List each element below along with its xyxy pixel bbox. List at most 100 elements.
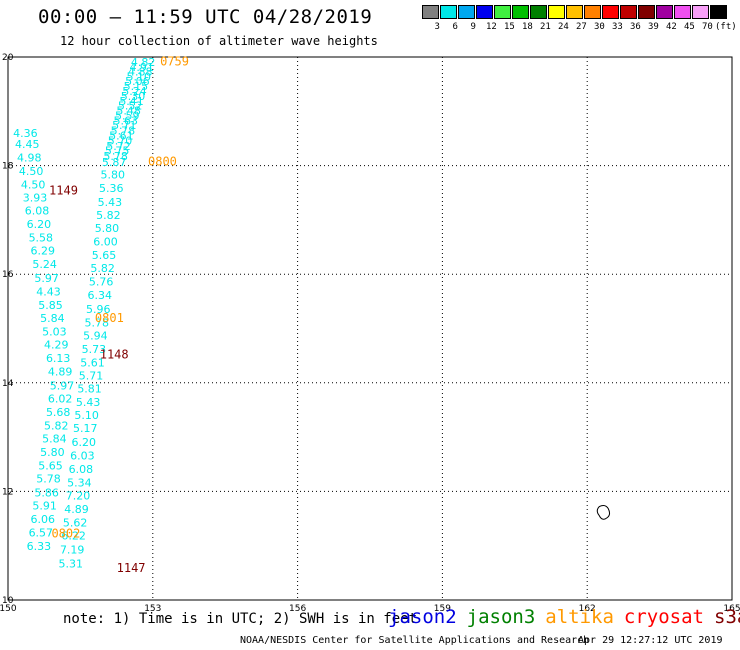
wave-height-value: 5.24 — [122, 85, 147, 98]
legend-swatch — [530, 5, 547, 19]
wave-height-value: 5.59 — [115, 109, 140, 122]
legend-label: 36 — [630, 22, 641, 32]
wave-height-value: 4.89 — [64, 503, 89, 516]
wave-height-value: 4.45 — [15, 138, 40, 151]
x-tick-label: 150 — [0, 604, 17, 614]
satellite-name-s3a: s3a — [714, 606, 740, 628]
wave-height-value: 4.91 — [129, 61, 154, 74]
wave-height-value: 5.15 — [124, 80, 149, 93]
wave-height-value: 5.84 — [42, 433, 67, 446]
wave-height-value: 5.30 — [121, 90, 146, 103]
legend-swatch — [584, 5, 601, 19]
wave-height-value: 4.29 — [44, 339, 69, 352]
wave-height-value: 5.81 — [77, 383, 102, 396]
wave-height-value: 5.78 — [85, 316, 110, 329]
wave-height-value: 5.85 — [38, 299, 63, 312]
wave-height-value: 5.84 — [40, 312, 65, 325]
wave-height-value: 5.48 — [116, 105, 141, 118]
wave-height-value: 5.10 — [127, 70, 152, 83]
legend-swatch — [440, 5, 457, 19]
legend-label: (ft) — [715, 22, 737, 32]
wave-height-value: 6.57 — [29, 526, 54, 539]
pass-time-label: 1148 — [100, 347, 129, 361]
legend-swatch — [692, 5, 709, 19]
y-tick-label: 10 — [2, 596, 14, 606]
units-note: note: 1) Time is in UTC; 2) SWH is in fe… — [63, 611, 418, 627]
legend-swatch — [602, 5, 619, 19]
wave-height-value: 6.00 — [93, 235, 118, 248]
wave-height-value: 4.50 — [21, 178, 46, 191]
wave-height-value: 5.78 — [111, 125, 136, 138]
y-tick-label: 20 — [2, 53, 14, 63]
pass-time-label: 0801 — [95, 311, 124, 325]
wave-height-value: 5.80 — [100, 169, 125, 182]
pass-time-label: 0802 — [51, 527, 80, 541]
legend-swatch — [566, 5, 583, 19]
legend-swatch — [710, 5, 727, 19]
chart-subtitle: 12 hour collection of altimeter wave hei… — [60, 34, 378, 48]
legend-swatch — [422, 5, 439, 19]
legend-label: 15 — [504, 22, 515, 32]
wave-height-value: 5.96 — [86, 303, 111, 316]
wave-height-value: 5.75 — [105, 145, 130, 158]
wave-height-value: 4.36 — [13, 127, 38, 140]
wave-height-value: 5.17 — [73, 422, 98, 435]
wave-height-value: 5.36 — [99, 182, 124, 195]
wave-height-value: 5.82 — [44, 419, 69, 432]
wave-height-value: 5.97 — [34, 272, 59, 285]
wave-height-value: 5.78 — [36, 473, 61, 486]
legend-label: 33 — [612, 22, 623, 32]
wave-height-value: 5.24 — [32, 258, 57, 271]
wave-height-value: 5.76 — [89, 276, 114, 289]
wave-height-value: 7.19 — [60, 543, 85, 556]
wave-height-value: 5.41 — [119, 95, 144, 108]
wave-height-value: 5.80 — [40, 446, 65, 459]
island-outline — [596, 504, 611, 520]
legend-label: 9 — [470, 22, 476, 32]
wave-height-value: 3.93 — [23, 191, 48, 204]
wave-height-value: 6.08 — [69, 463, 94, 476]
legend-label: 18 — [522, 22, 533, 32]
wave-height-value: 5.52 — [118, 100, 143, 113]
wave-height-value: 5.97 — [50, 379, 75, 392]
wave-height-value: 5.43 — [76, 396, 101, 409]
pass-time-label: 1147 — [117, 561, 146, 575]
satellite-legend: jason2 jason3 altika cryosat s3a — [388, 606, 740, 628]
legend-swatch — [476, 5, 493, 19]
wave-height-value: 6.06 — [31, 513, 56, 526]
legend-swatch — [548, 5, 565, 19]
y-tick-label: 12 — [2, 487, 13, 497]
wave-height-value: 6.34 — [87, 289, 112, 302]
wave-height-value: 5.58 — [29, 232, 54, 245]
wave-height-value: 5.94 — [83, 329, 108, 342]
legend-swatch — [620, 5, 637, 19]
legend-swatch — [656, 5, 673, 19]
wave-height-value: 5.61 — [109, 130, 134, 143]
wave-height-value: 5.82 — [90, 262, 115, 275]
wave-height-value: 5.06 — [125, 75, 150, 88]
legend-label: 42 — [666, 22, 677, 32]
wave-height-value: 5.62 — [63, 517, 88, 530]
legend-label: 39 — [648, 22, 659, 32]
wave-height-value: 6.02 — [48, 392, 73, 405]
wave-height-value: 6.33 — [27, 540, 52, 553]
wave-height-value: 6.03 — [70, 449, 95, 462]
wave-height-value: 5.31 — [58, 557, 83, 570]
satellite-name-altika: altika — [545, 606, 614, 628]
legend-label: 24 — [558, 22, 569, 32]
legend-label: 12 — [486, 22, 497, 32]
legend-label: 30 — [594, 22, 605, 32]
wave-height-value: 5.43 — [98, 196, 123, 209]
wave-height-value: 5.78 — [103, 150, 128, 163]
wave-height-value: 5.34 — [67, 477, 92, 490]
y-tick-label: 14 — [2, 379, 14, 389]
satellite-name-jason3: jason3 — [466, 606, 536, 628]
wave-height-value: 5.71 — [79, 370, 104, 383]
wave-height-value: 5.86 — [34, 486, 59, 499]
wave-height-value: 5.10 — [74, 409, 99, 422]
plot-frame — [7, 56, 733, 601]
x-tick-label: 162 — [579, 604, 596, 614]
pass-time-label: 0800 — [148, 155, 177, 169]
pass-time-label: 0759 — [160, 55, 189, 69]
wave-height-value: 4.89 — [48, 366, 73, 379]
